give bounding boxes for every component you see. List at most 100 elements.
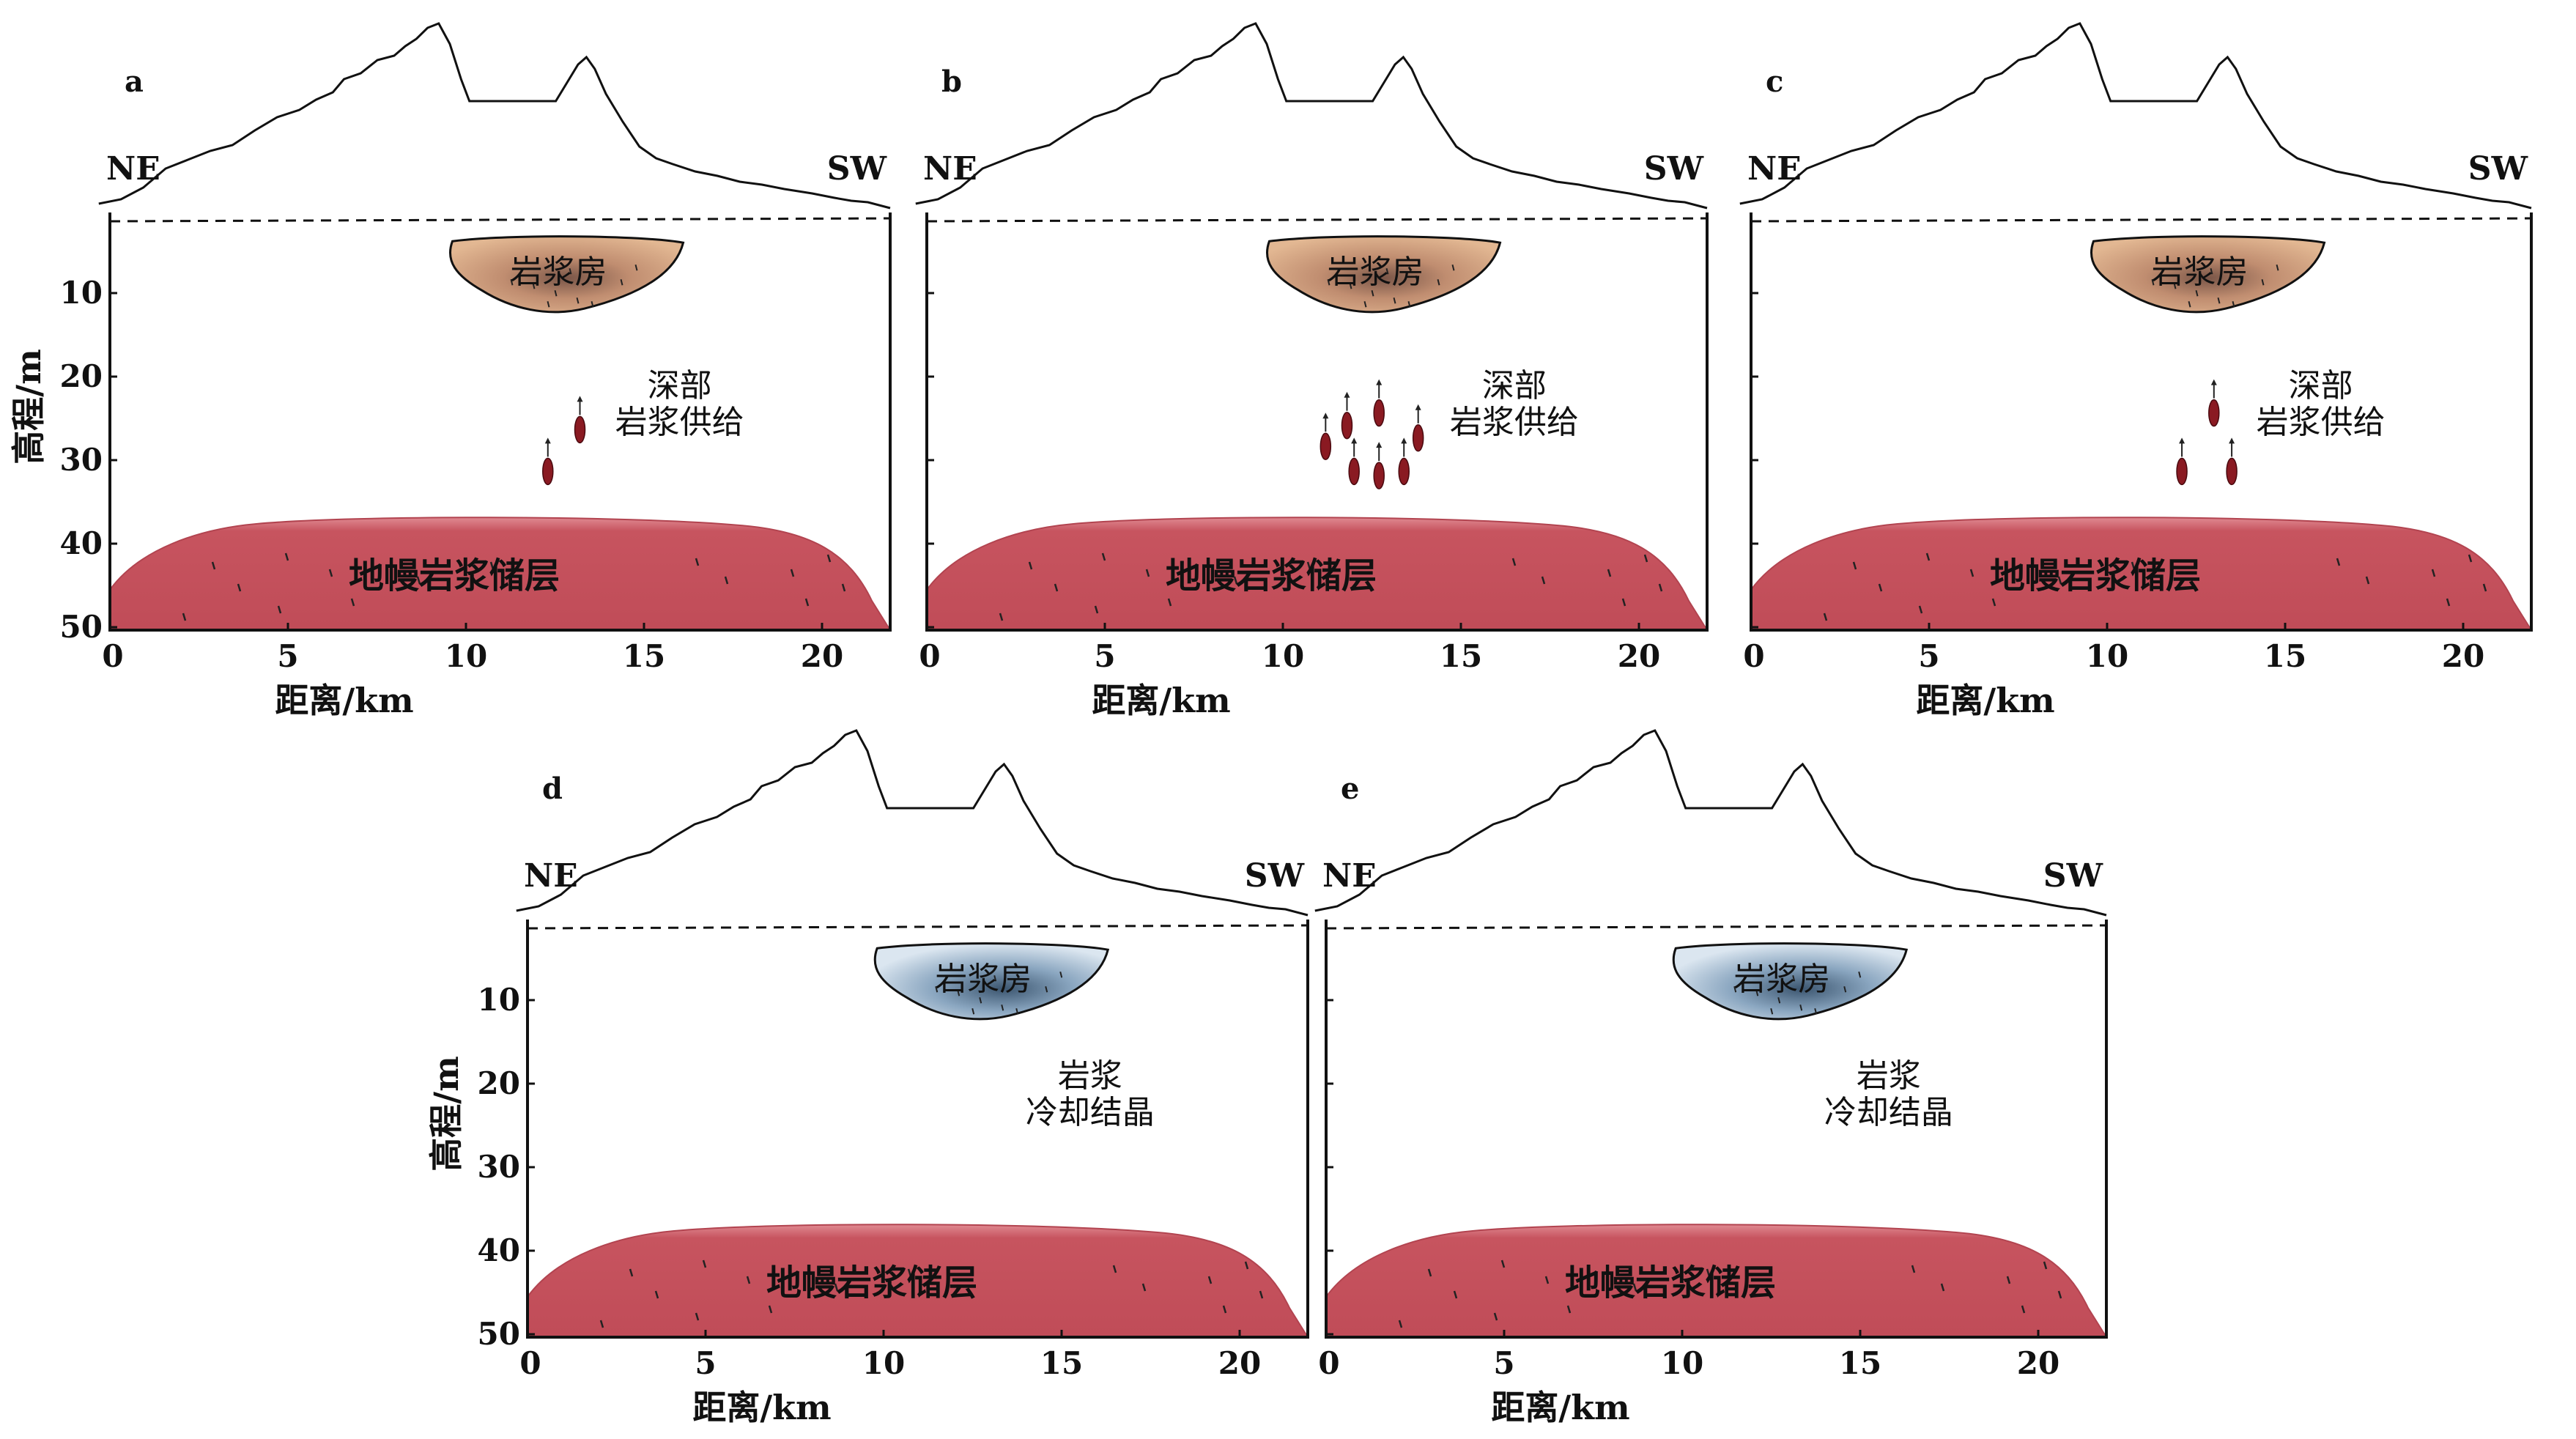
arrow-head: [2210, 379, 2217, 385]
sw-label: SW: [1245, 857, 1305, 895]
x-tick-label: 20: [1618, 638, 1660, 674]
y-tick-label: 20: [60, 358, 103, 394]
chamber-speck: [1415, 275, 1418, 282]
chamber-speck: [2217, 297, 2221, 304]
chamber-speck: [576, 297, 580, 304]
mantle-reservoir: [527, 1224, 1309, 1338]
arrow-head: [1401, 437, 1407, 444]
arrow-head: [2179, 437, 2185, 444]
panel-letter: b: [941, 64, 962, 99]
plot-frame: [1750, 212, 2533, 632]
mantle-speck: [1911, 1265, 1916, 1273]
x-tick-label: 0: [102, 638, 123, 674]
mantle-speck: [695, 558, 700, 566]
mantle-speck: [746, 1276, 751, 1284]
mantle-speck: [599, 1320, 604, 1328]
mantle-speck: [1511, 558, 1517, 566]
chamber-speck: [979, 996, 982, 1004]
mantle-speck: [1500, 1259, 1506, 1268]
chamber-speck: [1393, 297, 1396, 304]
chamber-speck: [1407, 300, 1411, 308]
mantle-speck: [1427, 1268, 1432, 1277]
mantle-speck: [1969, 569, 1974, 577]
x-tick-label: 20: [801, 638, 843, 674]
topography-profile: [915, 22, 1708, 210]
magma-droplet: [1373, 462, 1385, 489]
mantle-speck: [1658, 583, 1663, 592]
y-tick-label: 30: [60, 442, 103, 478]
mantle-speck: [1453, 1290, 1458, 1299]
magma-droplet: [1320, 432, 1332, 460]
y-tick-label: 50: [478, 1316, 520, 1352]
deep_supply-label-line: 岩浆供给: [2257, 404, 2386, 441]
mantle-speck: [1112, 1265, 1117, 1273]
cooling-label-line: 冷却结晶: [1824, 1094, 1953, 1131]
reference-line: [527, 924, 1309, 930]
mantle-reservoir: [109, 517, 892, 631]
y-tick-label: 40: [478, 1232, 520, 1268]
chamber-speck: [1799, 1004, 1803, 1011]
chamber-speck: [569, 267, 572, 275]
mantle-speck: [2006, 1276, 2011, 1284]
mantle-speck: [1878, 583, 1883, 592]
mantle-reservoir: [1325, 1224, 2108, 1338]
mantle-speck: [350, 598, 355, 607]
chamber-speck: [2173, 282, 2177, 289]
chamber-speck: [620, 278, 623, 286]
arrow-head: [1351, 437, 1358, 444]
mantle-speck: [654, 1290, 659, 1299]
mantle-speck: [1541, 576, 1546, 585]
mantle-label: 地幔岩浆储层: [349, 555, 560, 596]
mantle-speck: [1918, 605, 1923, 614]
ne-label: NE: [524, 857, 578, 895]
chamber-speck: [2188, 300, 2191, 308]
mantle-speck: [2431, 569, 2436, 577]
arrow-head: [1322, 413, 1329, 419]
mantle-speck: [1621, 598, 1626, 607]
x-tick-label: 15: [1440, 638, 1482, 674]
panel-letter: c: [1766, 64, 1783, 99]
x-axis-title: 距离/km: [692, 1388, 831, 1427]
mantle-speck: [1259, 1290, 1264, 1299]
mantle-speck: [328, 569, 333, 577]
mantle-speck: [1607, 569, 1612, 577]
mantle-speck: [1145, 569, 1150, 577]
chamber-speck: [1045, 985, 1048, 993]
mantle-speck: [277, 605, 282, 614]
mantle-speck: [2131, 561, 2136, 570]
mantle-speck: [804, 598, 810, 607]
mantle-speck: [1493, 1312, 1498, 1321]
mantle-speck: [1222, 1305, 1227, 1314]
mantle-speck: [1632, 1283, 1637, 1292]
mantle-speck: [1823, 613, 1828, 621]
reference-line: [1750, 217, 2532, 223]
magma-chamber: [1672, 942, 1909, 1021]
chamber-speck: [1371, 289, 1374, 297]
x-tick-label: 5: [277, 638, 298, 674]
mantle-speck: [2043, 1261, 2048, 1270]
y-tick-label: 40: [60, 525, 103, 561]
mantle-speck: [2057, 1290, 2062, 1299]
topography-profile: [516, 729, 1309, 917]
x-tick-label: 10: [1262, 638, 1304, 674]
mantle-speck: [2057, 576, 2062, 585]
mantle-speck: [1054, 583, 1059, 592]
magma-droplet: [1373, 399, 1385, 427]
magma-droplet: [2208, 399, 2220, 427]
chamber-speck: [957, 989, 961, 996]
magma-droplet: [574, 415, 586, 444]
mantle-speck: [489, 561, 495, 570]
magma-chamber: [1265, 235, 1502, 314]
mantle-speck: [2446, 598, 2451, 607]
chamber-speck: [1015, 1007, 1019, 1015]
chamber-speck: [2261, 278, 2265, 286]
y-tick-label: 50: [60, 609, 103, 645]
mantle-speck: [2468, 554, 2473, 563]
arrow-head: [1376, 442, 1383, 448]
magma-droplet: [542, 457, 554, 486]
magma-droplet: [1348, 457, 1360, 486]
mantle-speck: [1028, 561, 1033, 570]
